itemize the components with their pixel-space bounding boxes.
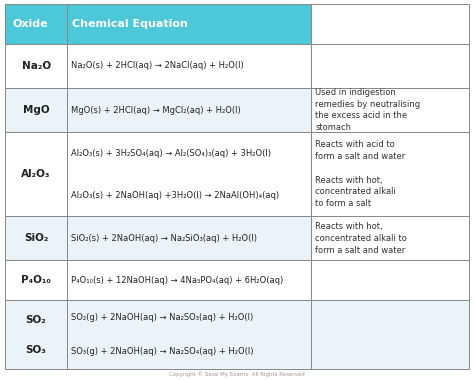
Bar xyxy=(311,44,469,88)
Text: MgO(s) + 2HCl(aq) → MgCl₂(aq) + H₂O(l): MgO(s) + 2HCl(aq) → MgCl₂(aq) + H₂O(l) xyxy=(71,106,241,114)
Bar xyxy=(311,260,469,301)
Bar xyxy=(5,260,67,301)
Text: Na₂O: Na₂O xyxy=(21,61,51,71)
Text: SiO₂: SiO₂ xyxy=(24,233,48,243)
Text: Used in indigestion
remedies by neutralising
the excess acid in the
stomach: Used in indigestion remedies by neutrali… xyxy=(315,88,420,132)
Bar xyxy=(311,88,469,132)
Text: MgO: MgO xyxy=(23,105,49,115)
Text: SO₃: SO₃ xyxy=(26,345,46,355)
Bar xyxy=(67,260,311,301)
Bar xyxy=(5,301,67,369)
Text: Al₂O₃: Al₂O₃ xyxy=(21,169,51,179)
Bar xyxy=(67,44,311,88)
Bar xyxy=(5,44,67,88)
Bar xyxy=(67,301,311,369)
Text: P₄O₁₀: P₄O₁₀ xyxy=(21,276,51,285)
Text: Reacts with acid to
form a salt and water

Reacts with hot,
concentrated alkali
: Reacts with acid to form a salt and wate… xyxy=(315,140,405,208)
Bar xyxy=(311,132,469,216)
Text: SiO₂(s) + 2NaOH(aq) → Na₂SiO₃(aq) + H₂O(l): SiO₂(s) + 2NaOH(aq) → Na₂SiO₃(aq) + H₂O(… xyxy=(71,234,257,243)
Bar xyxy=(5,216,67,260)
Text: Al₂O₃(s) + 2NaOH(aq) +3H₂O(l) → 2NaAl(OH)₄(aq): Al₂O₃(s) + 2NaOH(aq) +3H₂O(l) → 2NaAl(OH… xyxy=(71,191,279,200)
Text: P₄O₁₀(s) + 12NaOH(aq) → 4Na₃PO₄(aq) + 6H₂O(aq): P₄O₁₀(s) + 12NaOH(aq) → 4Na₃PO₄(aq) + 6H… xyxy=(71,276,283,285)
Text: Al₂O₃(s) + 3H₂SO₄(aq) → Al₂(SO₄)₃(aq) + 3H₂O(l): Al₂O₃(s) + 3H₂SO₄(aq) → Al₂(SO₄)₃(aq) + … xyxy=(71,149,271,158)
Bar xyxy=(67,132,311,216)
Text: SO₃(g) + 2NaOH(aq) → Na₂SO₄(aq) + H₂O(l): SO₃(g) + 2NaOH(aq) → Na₂SO₄(aq) + H₂O(l) xyxy=(71,347,254,356)
Bar xyxy=(311,301,469,369)
Bar xyxy=(67,88,311,132)
Text: Chemical Equation: Chemical Equation xyxy=(72,19,188,29)
Bar xyxy=(311,4,469,44)
Bar xyxy=(67,4,311,44)
Text: SO₂: SO₂ xyxy=(26,315,46,325)
Bar xyxy=(5,88,67,132)
Text: SO₂(g) + 2NaOH(aq) → Na₂SO₃(aq) + H₂O(l): SO₂(g) + 2NaOH(aq) → Na₂SO₃(aq) + H₂O(l) xyxy=(71,313,254,322)
Bar xyxy=(5,132,67,216)
Bar xyxy=(67,216,311,260)
Bar xyxy=(5,4,67,44)
Text: Na₂O(s) + 2HCl(aq) → 2NaCl(aq) + H₂O(l): Na₂O(s) + 2HCl(aq) → 2NaCl(aq) + H₂O(l) xyxy=(71,62,244,70)
Text: Reacts with hot,
concentrated alkali to
form a salt and water: Reacts with hot, concentrated alkali to … xyxy=(315,222,407,255)
Text: Copyright © Save My Exams. All Rights Reserved: Copyright © Save My Exams. All Rights Re… xyxy=(169,371,305,377)
Text: Oxide: Oxide xyxy=(12,19,48,29)
Bar xyxy=(311,216,469,260)
